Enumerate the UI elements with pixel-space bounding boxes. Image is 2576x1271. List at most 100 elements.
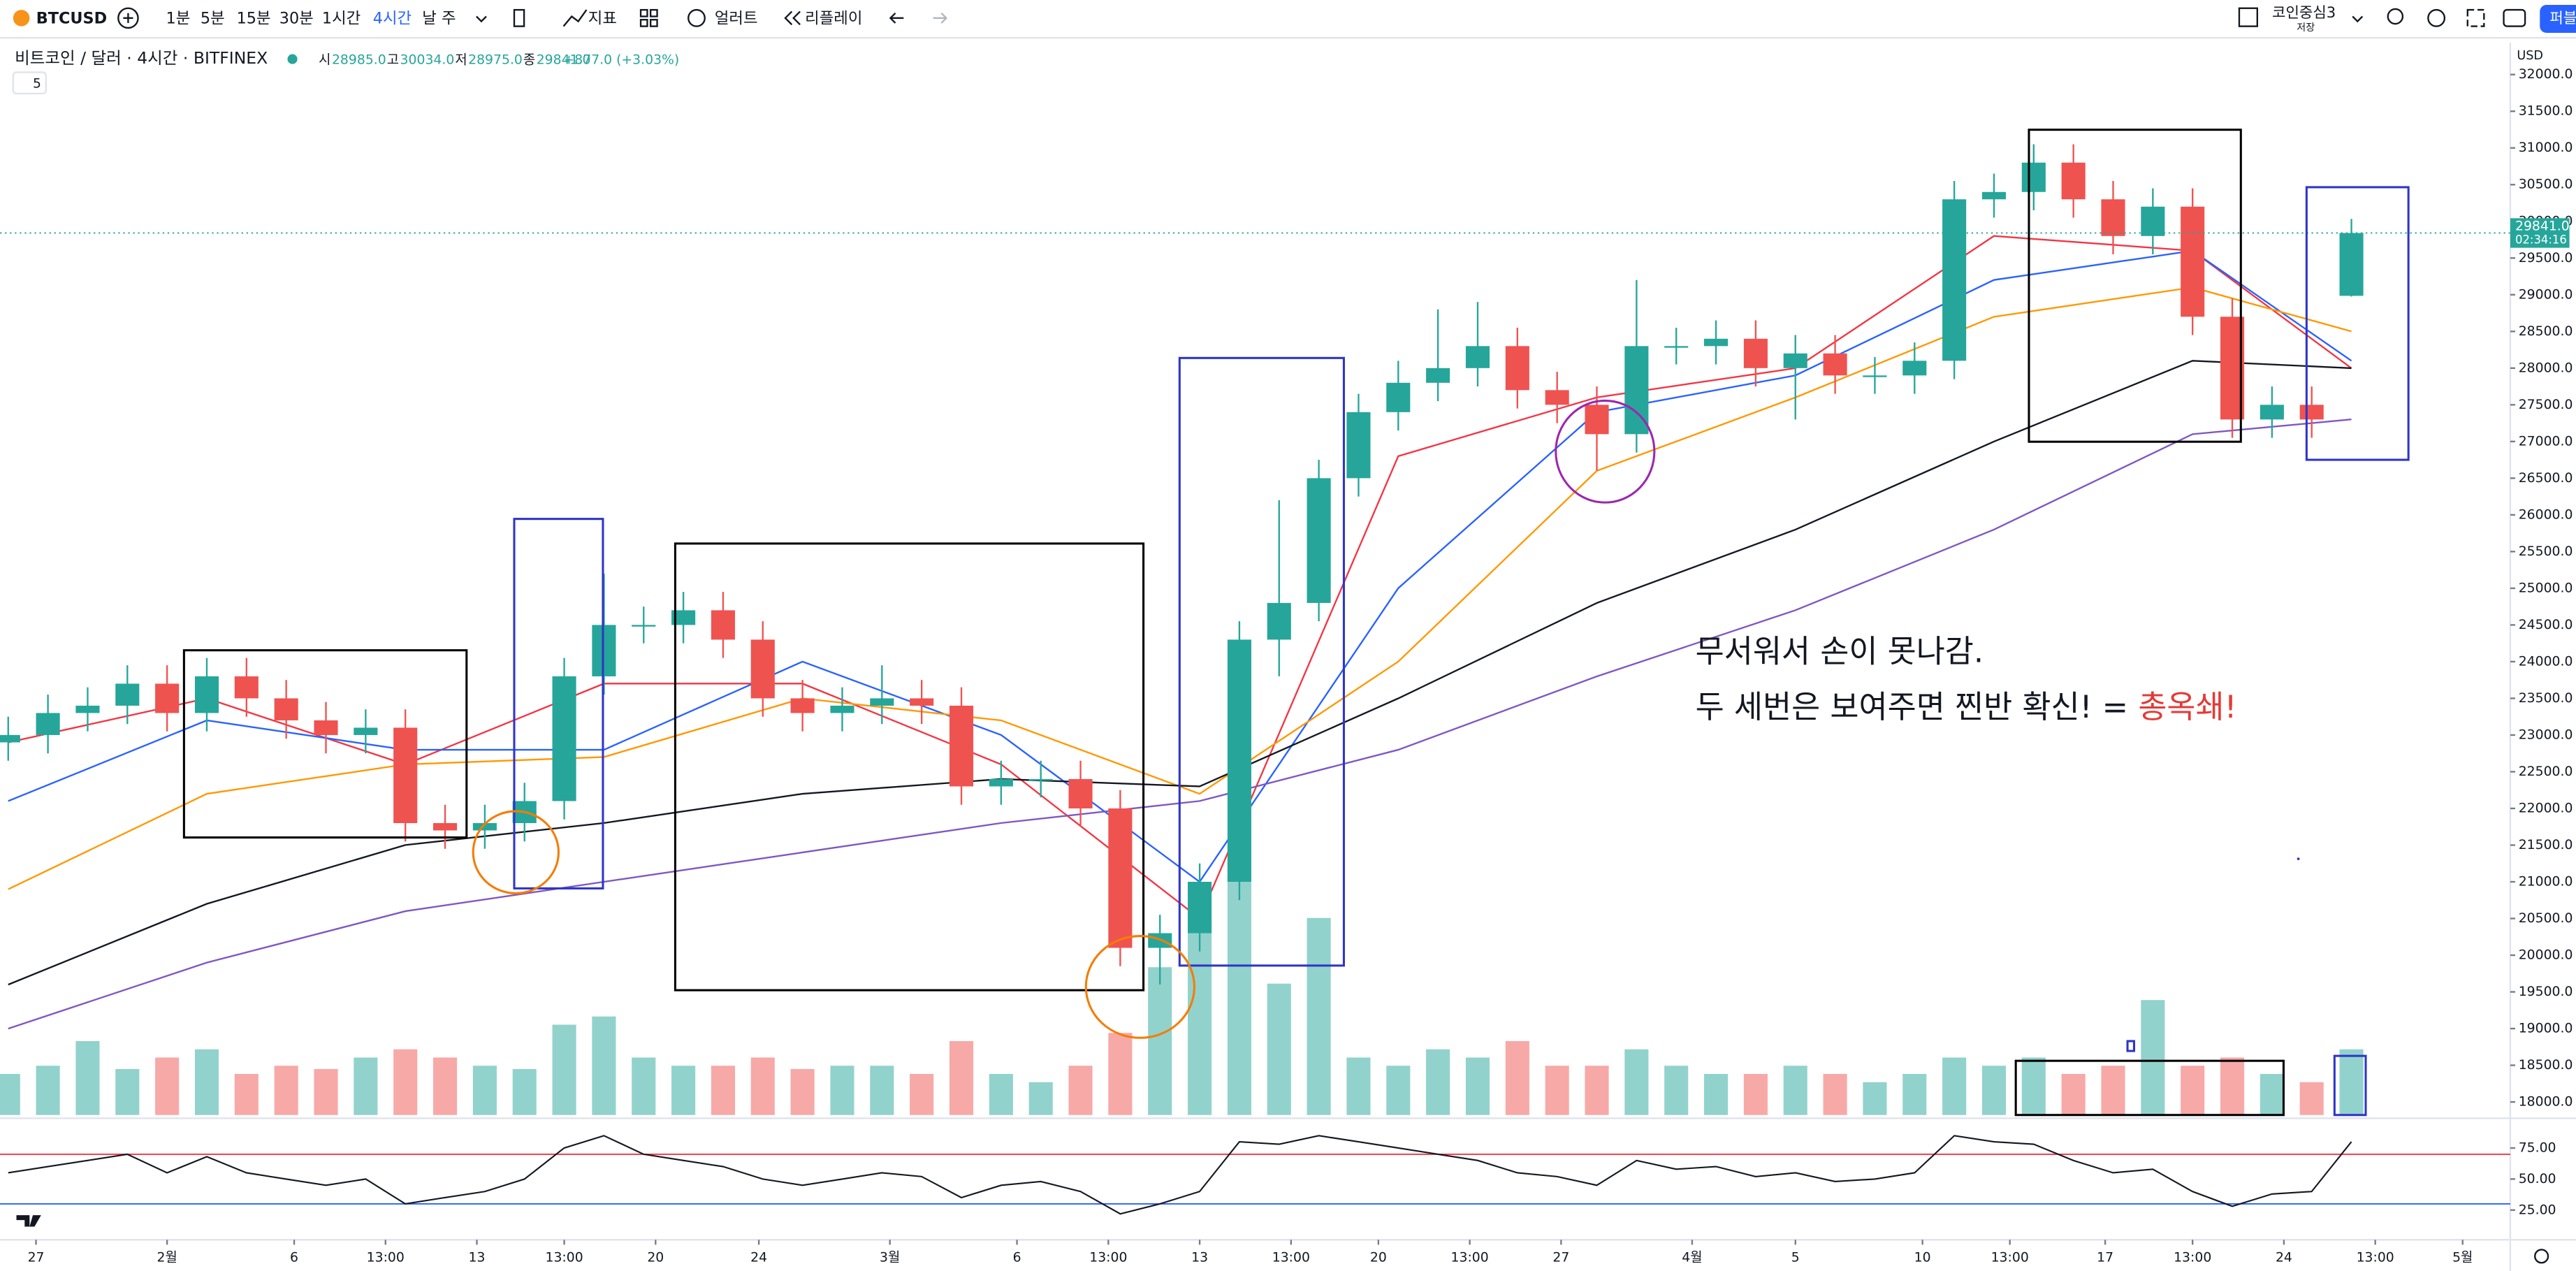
- candle-body: [1505, 346, 1529, 391]
- candle-body: [0, 734, 20, 743]
- candle-body: [989, 778, 1013, 787]
- y-tick-label: 32000.0: [2519, 67, 2573, 82]
- settings-icon[interactable]: [2427, 8, 2446, 27]
- alert-icon[interactable]: [687, 8, 706, 27]
- axis-settings[interactable]: [2534, 1249, 2549, 1264]
- annotation[interactable]: 무서워서 손이 못나감.: [1696, 633, 1984, 669]
- candle-body: [711, 610, 736, 640]
- alerts-button[interactable]: 얼러트: [715, 10, 758, 28]
- layout-menu[interactable]: [2352, 15, 2364, 23]
- volume-bar: [870, 1066, 894, 1115]
- layout-checkbox[interactable]: [2238, 7, 2259, 27]
- interval-button[interactable]: 15분: [237, 10, 271, 28]
- y-tick-label: 26500.0: [2519, 471, 2573, 486]
- candle-body: [1545, 390, 1569, 405]
- interval-button[interactable]: 30분: [279, 10, 314, 28]
- candle-body: [2260, 405, 2284, 420]
- interval-button[interactable]: 5분: [201, 10, 225, 28]
- logo[interactable]: [16, 1215, 41, 1227]
- drawn-ellipse[interactable]: [472, 810, 560, 894]
- indicator-count[interactable]: 5: [33, 76, 41, 91]
- drawn-rectangle[interactable]: [2333, 1054, 2367, 1117]
- last-price-badge: [2510, 218, 2570, 248]
- replay-icon[interactable]: [784, 10, 801, 26]
- volume-bar: [1028, 1082, 1053, 1115]
- interval-button[interactable]: 1분: [166, 10, 190, 28]
- drawn-ellipse[interactable]: [1555, 399, 1656, 504]
- volume-bar: [0, 1073, 20, 1115]
- interval-button[interactable]: 1시간: [322, 10, 361, 28]
- layout-icon[interactable]: [639, 8, 648, 17]
- candle-body: [194, 676, 219, 713]
- y-tick-label: 30500.0: [2519, 177, 2573, 192]
- annotation[interactable]: 두 세번은 보여주면 찐반 확신! = 총옥쇄!: [1696, 689, 2237, 725]
- last-price-label: 29841.0: [2515, 219, 2570, 234]
- y-tick-label: 23500.0: [2519, 691, 2573, 706]
- indicator-toggle[interactable]: [12, 71, 48, 95]
- toolbar: [0, 0, 2576, 38]
- replay-button[interactable]: 리플레이: [805, 10, 862, 28]
- indicator-icon[interactable]: [562, 9, 588, 27]
- candle-body: [2339, 233, 2364, 296]
- candle-body: [1028, 778, 1053, 781]
- y-tick-label: 28500.0: [2519, 324, 2573, 339]
- undo-icon[interactable]: [889, 12, 904, 24]
- drawn-dot[interactable]: [2297, 857, 2300, 860]
- drawn-rectangle[interactable]: [2028, 129, 2242, 443]
- chevron[interactable]: [476, 15, 487, 23]
- interval-button[interactable]: 4시간: [373, 10, 412, 28]
- volume-bar: [750, 1057, 775, 1115]
- candle-body: [2021, 162, 2046, 192]
- y-tick-label: 28000.0: [2519, 361, 2573, 375]
- candle-body: [671, 610, 696, 625]
- x-tick-label: 10: [1914, 1251, 1931, 1265]
- add-symbol[interactable]: [117, 7, 139, 29]
- chart-type-icon[interactable]: [513, 8, 525, 27]
- currency[interactable]: USD: [2517, 49, 2543, 63]
- candle-body: [790, 698, 815, 713]
- drawn-rectangle[interactable]: [1178, 356, 1345, 967]
- volume-bar: [274, 1066, 298, 1115]
- market-status: [287, 54, 298, 64]
- drawn-rectangle[interactable]: [2014, 1059, 2285, 1117]
- snapshot-icon[interactable]: [2503, 8, 2526, 27]
- drawn-rectangle[interactable]: [182, 649, 468, 839]
- redo-icon[interactable]: [933, 12, 948, 24]
- symbol[interactable]: BTCUSD: [36, 10, 107, 28]
- indicators-button[interactable]: 지표: [588, 10, 617, 28]
- symbol-icon[interactable]: [13, 10, 30, 27]
- volume-bar: [910, 1073, 934, 1115]
- candle-body: [1386, 382, 1411, 412]
- candle-body: [2299, 405, 2324, 420]
- volume-bar: [1704, 1073, 1729, 1115]
- ohlc-label: 시: [319, 52, 330, 67]
- volume-bar: [1108, 1033, 1133, 1115]
- candle-body: [870, 698, 894, 706]
- drawn-rectangle[interactable]: [674, 542, 1145, 992]
- search-icon[interactable]: [2387, 8, 2404, 25]
- candle-body: [1267, 602, 1291, 640]
- fullscreen-icon[interactable]: [2466, 8, 2485, 27]
- volume-bar: [2260, 1073, 2284, 1115]
- drawn-rectangle[interactable]: [2305, 186, 2410, 461]
- range-menu[interactable]: 날 주: [422, 10, 456, 28]
- drawn-rectangle[interactable]: [513, 518, 604, 889]
- x-tick-label: 13:00: [1089, 1251, 1127, 1265]
- candle-body: [2101, 199, 2125, 236]
- volume-bar: [234, 1073, 259, 1115]
- volume-bar: [393, 1049, 418, 1115]
- plot-area: [0, 144, 2510, 1115]
- layout-name[interactable]: 코인중심3: [2272, 3, 2336, 21]
- volume-bar: [949, 1040, 974, 1115]
- ohlc-label: 고: [387, 52, 399, 67]
- layout-icon: [649, 8, 658, 17]
- y-tick-label: 29500.0: [2519, 251, 2573, 266]
- x-tick-label: 13: [1191, 1251, 1208, 1265]
- drawn-ellipse[interactable]: [1084, 935, 1195, 1039]
- volume-bar: [1624, 1049, 1649, 1115]
- candle-body: [234, 676, 259, 699]
- ohlc-label: 저: [455, 52, 467, 67]
- drawn-rectangle[interactable]: [2126, 1040, 2136, 1052]
- publish-button[interactable]: [2540, 5, 2576, 33]
- candle-body: [632, 625, 656, 627]
